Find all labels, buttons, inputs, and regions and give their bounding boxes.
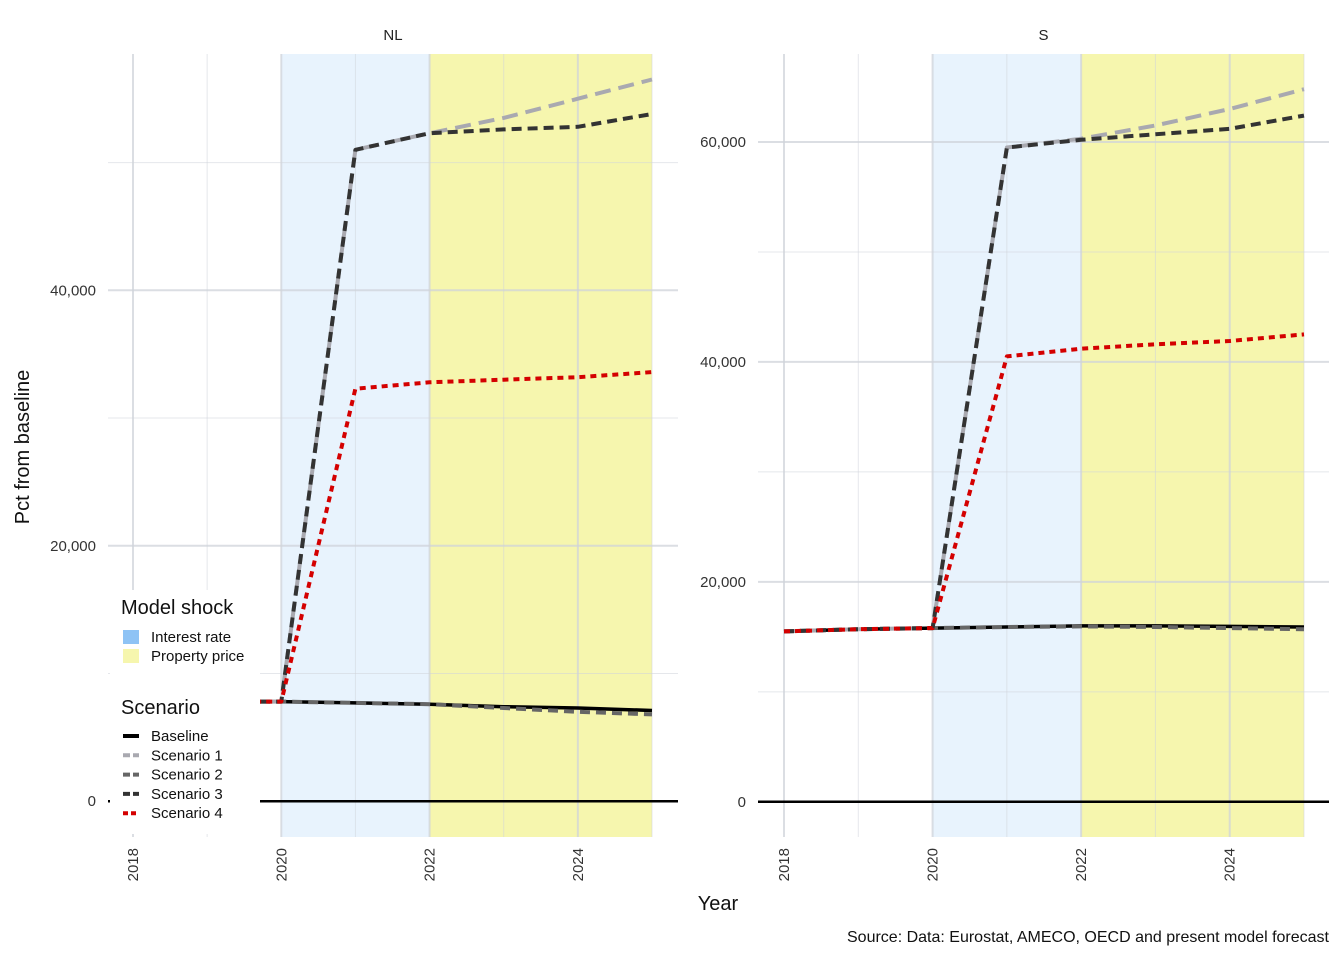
shock-region-property-price <box>429 54 652 837</box>
y-axis-title: Pct from baseline <box>12 370 34 525</box>
x-tick-label: 2024 <box>1222 848 1239 881</box>
legend-title-scenario: Scenario <box>121 697 200 719</box>
series-line-scenario-4 <box>244 370 653 704</box>
chart-panels: 0 20,000 40,000 2018 2020 2022 2024 NL 0 20,000 40… <box>50 27 1329 881</box>
legend-label: Scenario 3 <box>151 786 223 803</box>
legend-label: Property price <box>151 648 244 665</box>
panel-nl: 0 20,000 40,000 2018 2020 2022 2024 NL <box>50 27 678 881</box>
shock-region-property-price <box>1081 54 1304 837</box>
panel-title: S <box>1038 27 1048 44</box>
y-tick-label: 60,000 <box>700 134 746 151</box>
panel-title: NL <box>383 27 402 44</box>
y-tick-label: 20,000 <box>700 574 746 591</box>
legend-label: Interest rate <box>151 629 231 646</box>
panel-s: 0 20,000 40,000 60,000 2018 2020 2022 2024 S <box>700 27 1329 881</box>
y-tick-label: 0 <box>88 793 96 810</box>
y-tick-label: 40,000 <box>50 282 96 299</box>
y-tick-label: 40,000 <box>700 354 746 371</box>
x-tick-label: 2020 <box>925 848 942 881</box>
y-tick-label: 0 <box>738 794 746 811</box>
legend-swatch-property-price <box>123 649 139 663</box>
x-tick-label: 2022 <box>422 848 439 881</box>
x-tick-label: 2018 <box>125 848 142 881</box>
series-line-scenario-3 <box>783 113 1305 634</box>
legend-label: Baseline <box>151 728 209 745</box>
legend-title-shock: Model shock <box>121 597 234 619</box>
x-axis-title: Year <box>698 893 739 915</box>
legend-label: Scenario 4 <box>151 805 223 822</box>
source-caption: Source: Data: Eurostat, AMECO, OECD and … <box>847 929 1330 946</box>
chart-legend: Model shock Interest rate Property price Sc… <box>110 590 260 834</box>
x-tick-label: 2022 <box>1073 848 1090 881</box>
legend-swatch-interest-rate <box>123 630 139 644</box>
x-tick-label: 2018 <box>776 848 793 881</box>
legend-label: Scenario 1 <box>151 747 223 764</box>
y-tick-label: 20,000 <box>50 538 96 555</box>
legend-label: Scenario 2 <box>151 767 223 784</box>
x-tick-label: 2024 <box>570 848 587 881</box>
series-line-scenario-4 <box>783 332 1305 634</box>
x-tick-label: 2020 <box>273 848 290 881</box>
